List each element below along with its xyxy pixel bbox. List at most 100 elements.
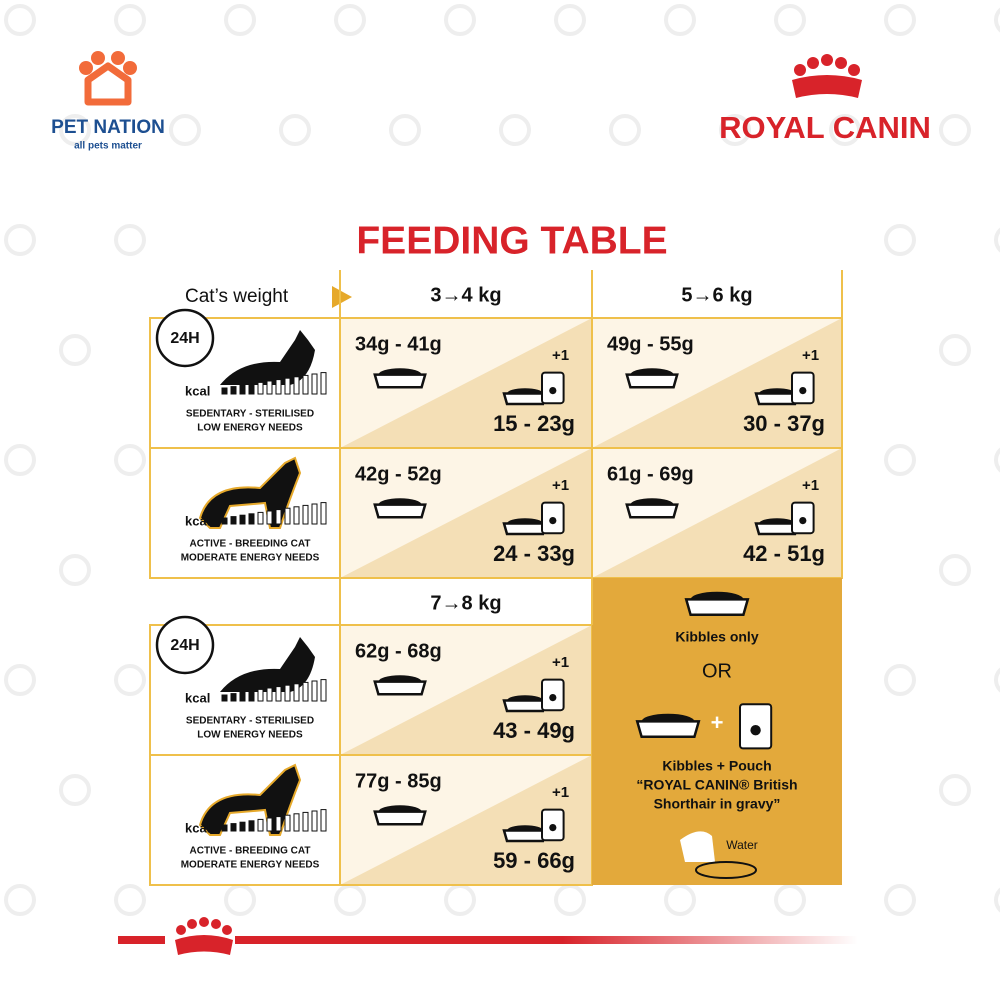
title: FEEDING TABLE [356,219,667,262]
kcal-bar [257,511,264,525]
kcal-bar [230,693,237,702]
kcal-bar [230,823,237,832]
watermark-paw [169,114,201,146]
watermark-paw [279,114,311,146]
bowl [502,392,548,406]
water-bowl [695,861,757,879]
kcal-bar [293,683,300,702]
bowl [635,720,701,739]
store-tagline: all pets matter [74,141,142,152]
profile: 24H kcal SEDENTARY - STERILISED LOW ENERGY … [155,615,327,741]
watermark-paw [664,4,696,36]
kcal-label: kcal [185,383,210,398]
profile-line: ACTIVE - BREEDING CAT [190,539,311,550]
legend-text: “ROYAL CANIN® British [636,777,797,793]
kcal-bar [311,503,318,525]
watermark-paw [4,224,36,256]
profile-line: LOW ENERGY NEEDS [197,423,303,434]
kcal-bar [311,680,318,702]
watermark-paw [114,224,146,256]
cat-active [198,456,302,529]
profile-line: SEDENTARY - STERILISED [186,716,314,727]
kcal-bar [221,694,228,702]
watermark-paw [59,554,91,586]
kcal-bar [311,810,318,832]
legend: Kibbles only OR + Kibbles + Pouch “ROYAL CAN… [592,578,842,885]
watermark [4,4,1000,916]
watermark-paw [334,4,366,36]
pouch-crown [549,824,557,832]
profile: kcal ACTIVE - BREEDING CAT MODERATE ENERGY… [181,456,327,564]
mixed-amount: 30 - 37g [743,411,825,436]
weight-header: 3→4 kg [430,284,501,306]
kcal-bar [266,380,273,395]
pouch-count: +1 [552,784,569,801]
kcal-bar [230,386,237,395]
cat-active [198,763,302,836]
footer-rule [118,936,858,944]
cell-diagonal [340,625,592,755]
kibbles-amount: 61g - 69g [607,463,694,485]
pouch-count: +1 [552,347,569,364]
crown [792,54,862,98]
pouch-crown [549,694,557,702]
pouch-count: +1 [802,347,819,364]
kcal-bar [266,687,273,702]
bowl [684,598,750,617]
kcal-bar [320,679,327,702]
pouch-count: +1 [802,477,819,494]
weight-label: Cat’s weight [185,286,289,307]
badge-text: 24H [170,637,199,654]
watermark-paw [4,664,36,696]
kcal-bar [275,379,282,395]
profile-line: MODERATE ENERGY NEEDS [181,860,320,871]
weight-header: 5→6 kg [681,284,752,306]
kcal-bar [293,506,300,525]
kcal-bar [257,381,264,395]
profile-line: ACTIVE - BREEDING CAT [190,846,311,857]
watermark-paw [774,4,806,36]
kcal-bar [320,809,327,832]
watermark-paw [994,227,1000,253]
mixed-amount: 43 - 49g [493,718,575,743]
kcal-bar [257,688,264,702]
kcal-bar [320,372,327,395]
watermark-paw [59,334,91,366]
mixed-amount: 24 - 33g [493,541,575,566]
cat-lying [220,637,315,692]
feeding-cell: 42g - 52g +1 24 - 33g [339,447,593,579]
legend-bg [592,578,842,885]
legend-or: OR [702,660,732,682]
pouch-crown [750,725,761,736]
watermark-paw [884,444,916,476]
watermark-paw [609,114,641,146]
watermark-paw [4,444,36,476]
watermark-paw [389,114,421,146]
kcal-bar [311,373,318,395]
pouch-count: +1 [552,477,569,494]
kcal-label: kcal [185,513,210,528]
watermark-paw [499,114,531,146]
bowl [373,503,427,519]
water-drop [680,831,715,862]
cell-diagonal [340,448,592,578]
cat-lying [220,330,315,385]
store-logo [79,51,137,106]
bowl [625,373,679,389]
kcal-bar [239,384,246,395]
watermark-paw [884,884,916,916]
cell-diagonal [592,318,842,448]
watermark-paw [994,7,1000,33]
cell-diagonal [340,755,592,885]
watermark-paw [444,4,476,36]
mixed-amount: 42 - 51g [743,541,825,566]
kibbles-amount: 62g - 68g [355,640,442,662]
feeding-cell: 62g - 68g +1 43 - 49g [339,624,593,756]
bowl [373,810,427,826]
kcal-bar [230,516,237,525]
kcal-bar [248,513,255,525]
kcal-bar [302,374,309,395]
kcal-bar [257,818,264,832]
footer-crown [175,917,233,955]
pouch-crown [549,517,557,525]
